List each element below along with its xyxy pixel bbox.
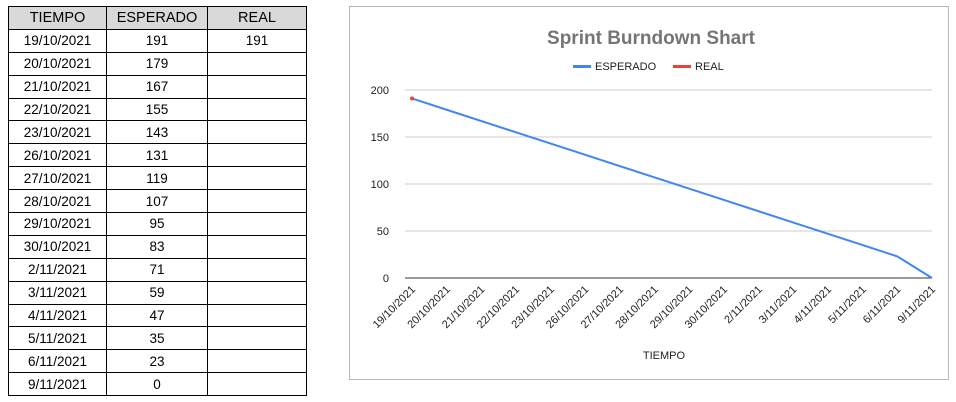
cell-tiempo[interactable]: 5/11/2021: [8, 326, 107, 351]
y-tick-label: 200: [371, 85, 389, 97]
cell-esperado[interactable]: 83: [106, 234, 208, 259]
cell-tiempo[interactable]: 19/10/2021: [8, 28, 107, 53]
cell-real[interactable]: [207, 212, 307, 236]
table-row: 26/10/2021 131: [8, 143, 307, 168]
table-row: 9/11/2021 0: [8, 372, 307, 397]
cell-real[interactable]: [207, 51, 307, 76]
chart-series: [410, 96, 933, 279]
cell-tiempo[interactable]: 2/11/2021: [8, 257, 107, 282]
y-axis-ticks: 0 50 100 150 200: [371, 85, 389, 285]
cell-real[interactable]: 191: [207, 28, 307, 53]
table-row: 6/11/2021 23: [8, 349, 307, 374]
x-axis-title: TIEMPO: [643, 350, 686, 362]
column-header-real[interactable]: REAL: [207, 6, 307, 30]
chart-legend: ESPERADO REAL: [573, 61, 724, 73]
cell-real[interactable]: [207, 234, 307, 259]
cell-real[interactable]: [207, 326, 307, 351]
cell-esperado[interactable]: 23: [106, 349, 208, 374]
series-line-esperado[interactable]: [411, 97, 933, 279]
cell-esperado[interactable]: 155: [106, 97, 208, 122]
y-tick-label: 100: [371, 179, 389, 191]
column-header-tiempo[interactable]: TIEMPO: [8, 6, 107, 30]
cell-tiempo[interactable]: 29/10/2021: [8, 212, 107, 236]
cell-real[interactable]: [207, 372, 307, 397]
cell-tiempo[interactable]: 26/10/2021: [8, 143, 107, 168]
burndown-chart[interactable]: Sprint Burndown Shart ESPERADO REAL 0 50 1…: [349, 6, 949, 380]
cell-tiempo[interactable]: 20/10/2021: [8, 51, 107, 76]
cell-esperado[interactable]: 143: [106, 120, 208, 145]
cell-esperado[interactable]: 47: [106, 303, 208, 328]
table-row: 27/10/2021 119: [8, 166, 307, 191]
x-tick-label: 9/11/2021: [896, 284, 939, 327]
chart-gridlines: [405, 89, 932, 279]
cell-esperado[interactable]: 35: [106, 326, 208, 351]
data-table: TIEMPO ESPERADO REAL 19/10/2021 191 191 20/…: [8, 6, 307, 397]
table-body: 19/10/2021 191 191 20/10/2021 179 21/10/2021 1…: [8, 28, 307, 397]
table-row: 4/11/2021 47: [8, 303, 307, 328]
y-tick-label: 0: [383, 273, 389, 285]
cell-real[interactable]: [207, 166, 307, 191]
cell-tiempo[interactable]: 30/10/2021: [8, 234, 107, 259]
cell-esperado[interactable]: 107: [106, 189, 208, 214]
y-tick-label: 150: [371, 132, 389, 144]
chart-canvas: Sprint Burndown Shart ESPERADO REAL 0 50 1…: [371, 28, 938, 362]
x-axis-ticks: 19/10/202120/10/202121/10/202122/10/2021…: [371, 284, 938, 331]
cell-esperado[interactable]: 119: [106, 166, 208, 191]
cell-real[interactable]: [207, 280, 307, 305]
cell-tiempo[interactable]: 23/10/2021: [8, 120, 107, 145]
series-point-real[interactable]: [410, 96, 414, 101]
cell-real[interactable]: [207, 189, 307, 214]
cell-real[interactable]: [207, 97, 307, 122]
table-row: 19/10/2021 191 191: [8, 28, 307, 53]
chart-title: Sprint Burndown Shart: [547, 28, 756, 49]
table-row: 29/10/2021 95: [8, 212, 307, 236]
cell-tiempo[interactable]: 28/10/2021: [8, 189, 107, 214]
table-row: 30/10/2021 83: [8, 234, 307, 259]
cell-real[interactable]: [207, 143, 307, 168]
cell-esperado[interactable]: 131: [106, 143, 208, 168]
cell-tiempo[interactable]: 9/11/2021: [8, 372, 107, 397]
cell-real[interactable]: [207, 349, 307, 374]
table-row: 28/10/2021 107: [8, 189, 307, 214]
legend-swatch-esperado: [573, 65, 591, 68]
cell-esperado[interactable]: 0: [106, 372, 208, 397]
legend-label-real: REAL: [695, 61, 724, 73]
table-row: 21/10/2021 167: [8, 74, 307, 99]
cell-tiempo[interactable]: 22/10/2021: [8, 97, 107, 122]
cell-real[interactable]: [207, 257, 307, 282]
cell-esperado[interactable]: 179: [106, 51, 208, 76]
table-row: 20/10/2021 179: [8, 51, 307, 76]
cell-esperado[interactable]: 59: [106, 280, 208, 305]
cell-esperado[interactable]: 191: [106, 28, 208, 53]
legend-label-esperado: ESPERADO: [595, 61, 657, 73]
table-row: 5/11/2021 35: [8, 326, 307, 351]
table-row: 2/11/2021 71: [8, 257, 307, 282]
cell-tiempo[interactable]: 21/10/2021: [8, 74, 107, 99]
cell-esperado[interactable]: 167: [106, 74, 208, 99]
cell-esperado[interactable]: 71: [106, 257, 208, 282]
table-row: 23/10/2021 143: [8, 120, 307, 145]
cell-esperado[interactable]: 95: [106, 212, 208, 236]
cell-tiempo[interactable]: 27/10/2021: [8, 166, 107, 191]
table-row: 3/11/2021 59: [8, 280, 307, 305]
legend-swatch-real: [673, 65, 691, 68]
table-header-row: TIEMPO ESPERADO REAL: [8, 6, 307, 30]
cell-real[interactable]: [207, 74, 307, 99]
cell-tiempo[interactable]: 6/11/2021: [8, 349, 107, 374]
cell-tiempo[interactable]: 4/11/2021: [8, 303, 107, 328]
cell-real[interactable]: [207, 303, 307, 328]
column-header-esperado[interactable]: ESPERADO: [106, 6, 208, 30]
cell-real[interactable]: [207, 120, 307, 145]
table-row: 22/10/2021 155: [8, 97, 307, 122]
cell-tiempo[interactable]: 3/11/2021: [8, 280, 107, 305]
y-tick-label: 50: [377, 226, 389, 238]
